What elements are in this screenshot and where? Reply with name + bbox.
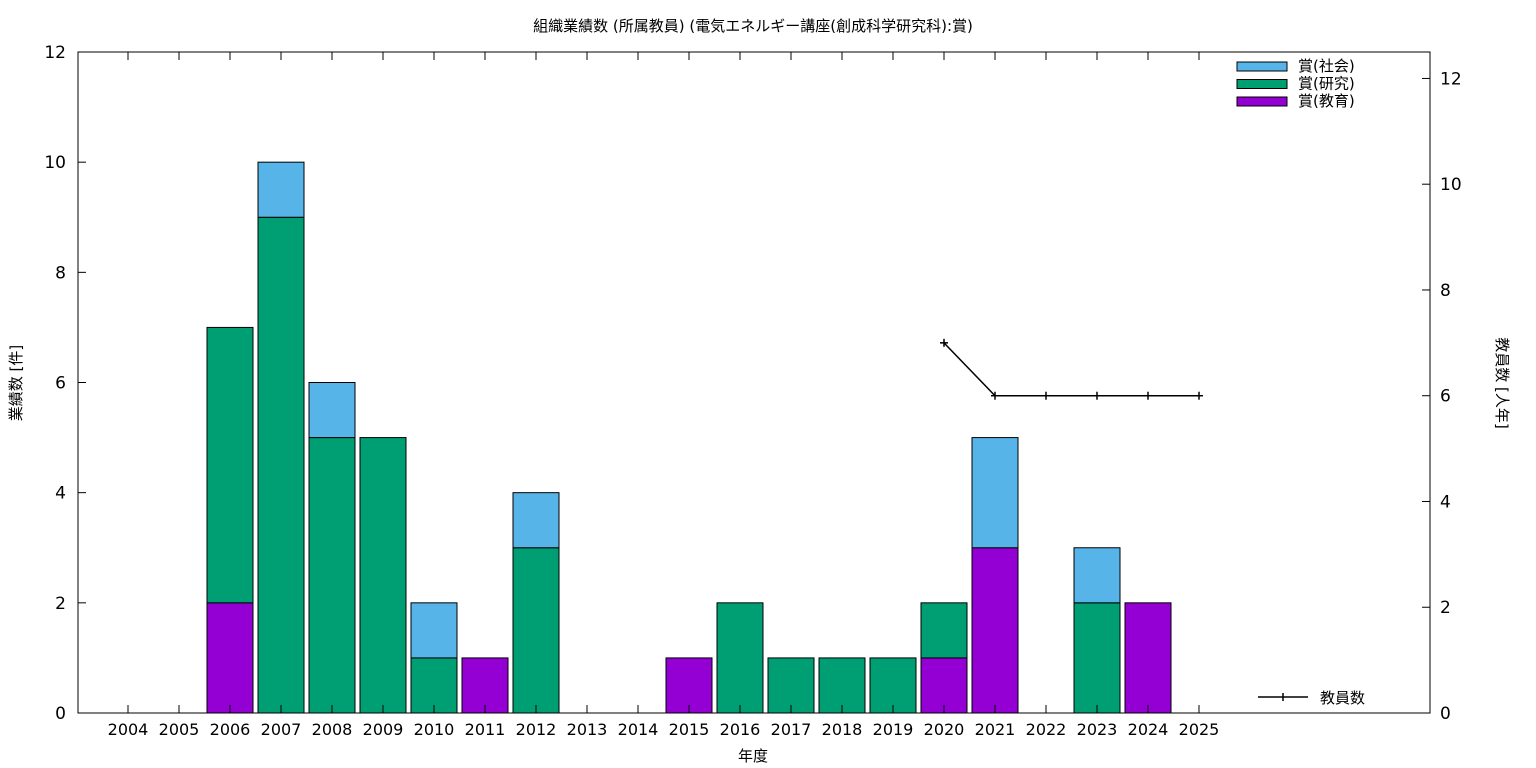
y-tick-label: 2 (55, 594, 66, 614)
bar-2007-series-1 (257, 216, 305, 714)
x-tick-label: 2016 (720, 720, 761, 739)
bar-2010-series-1 (410, 657, 458, 714)
y2-tick-label: 0 (1440, 704, 1451, 724)
y2-axis-label: 教員数 [人年] (1493, 337, 1511, 428)
x-tick-label: 2015 (669, 720, 710, 739)
y2-tick-label: 12 (1440, 69, 1462, 89)
x-tick-label: 2011 (465, 720, 506, 739)
line-group (940, 338, 1203, 400)
y-tick-label: 8 (55, 263, 66, 283)
bar-2016-series-1 (716, 602, 764, 714)
y-axis-label: 業績数 [件] (7, 345, 25, 421)
x-tick-label: 2004 (108, 720, 149, 739)
bar-2021-series-2 (971, 437, 1019, 549)
y-tick-label: 6 (55, 374, 66, 394)
x-tick-label: 2024 (1128, 720, 1169, 739)
bar-2020-series-1 (920, 602, 968, 659)
bar-2006-series-0 (206, 602, 254, 714)
y2-tick-label: 8 (1440, 281, 1451, 301)
y-tick-label: 0 (55, 704, 66, 724)
x-tick-label: 2010 (414, 720, 455, 739)
bar-2012-series-1 (512, 547, 560, 714)
bar-2006-series-1 (206, 326, 254, 604)
y-tick-label: 12 (44, 43, 66, 63)
y-tick-label: 10 (44, 153, 66, 173)
legend-swatch (1236, 96, 1288, 107)
x-tick-label: 2008 (312, 720, 353, 739)
x-tick-label: 2012 (516, 720, 557, 739)
bar-2020-series-0 (920, 657, 968, 714)
legend-label: 賞(社会) (1298, 57, 1355, 75)
bar-2008-series-1 (308, 437, 356, 714)
x-tick-label: 2014 (618, 720, 659, 739)
x-tick-label: 2018 (822, 720, 863, 739)
bars-group (206, 161, 1172, 714)
axes-group: 0 2 4 6 8 10 12 0 2 4 6 8 10 12 2004 2005 2006 2007 2008 20… (44, 43, 1461, 739)
bar-2007-series-2 (257, 161, 305, 218)
y2-tick-label: 4 (1440, 492, 1451, 512)
legend-label: 賞(教育) (1298, 92, 1355, 110)
y2-tick-label: 6 (1440, 387, 1451, 407)
x-tick-label: 2025 (1179, 720, 1220, 739)
bar-2023-series-2 (1073, 547, 1121, 604)
x-tick-label: 2017 (771, 720, 812, 739)
chart-title: 組織業績数 (所属教員) (電気エネルギー講座(創成科学研究科):賞) (533, 17, 973, 35)
bar-2024-series-0 (1124, 602, 1172, 714)
bar-2017-series-1 (767, 657, 815, 714)
legend-label: 教員数 (1320, 689, 1365, 707)
x-tick-label: 2007 (261, 720, 302, 739)
legend-label: 賞(研究) (1298, 75, 1355, 93)
x-tick-label: 2019 (873, 720, 914, 739)
x-tick-label: 2009 (363, 720, 404, 739)
y2-tick-label: 10 (1440, 175, 1462, 195)
bar-2019-series-1 (869, 657, 917, 714)
bar-2023-series-1 (1073, 602, 1121, 714)
bar-2010-series-2 (410, 602, 458, 659)
line-series-path (943, 342, 1199, 397)
bar-2015-series-0 (665, 657, 713, 714)
y2-tick-label: 2 (1440, 598, 1451, 618)
legend-swatch (1236, 79, 1288, 89)
bar-2021-series-0 (971, 547, 1019, 714)
legend: 賞(社会)賞(研究)賞(教育) 教員数 (1236, 57, 1365, 707)
bar-2008-series-2 (308, 382, 356, 439)
bar-2011-series-0 (461, 657, 509, 714)
x-tick-label: 2023 (1077, 720, 1118, 739)
x-tick-label: 2005 (159, 720, 200, 739)
bar-2012-series-2 (512, 492, 560, 549)
y-tick-label: 4 (55, 484, 66, 504)
legend-swatch (1236, 61, 1288, 72)
x-tick-label: 2020 (924, 720, 965, 739)
x-tick-label: 2006 (210, 720, 251, 739)
bar-2009-series-1 (359, 437, 407, 714)
x-tick-label: 2022 (1026, 720, 1067, 739)
bar-2018-series-1 (818, 657, 866, 714)
x-tick-label: 2013 (567, 720, 608, 739)
x-tick-label: 2021 (975, 720, 1016, 739)
x-axis-label: 年度 (738, 747, 768, 765)
